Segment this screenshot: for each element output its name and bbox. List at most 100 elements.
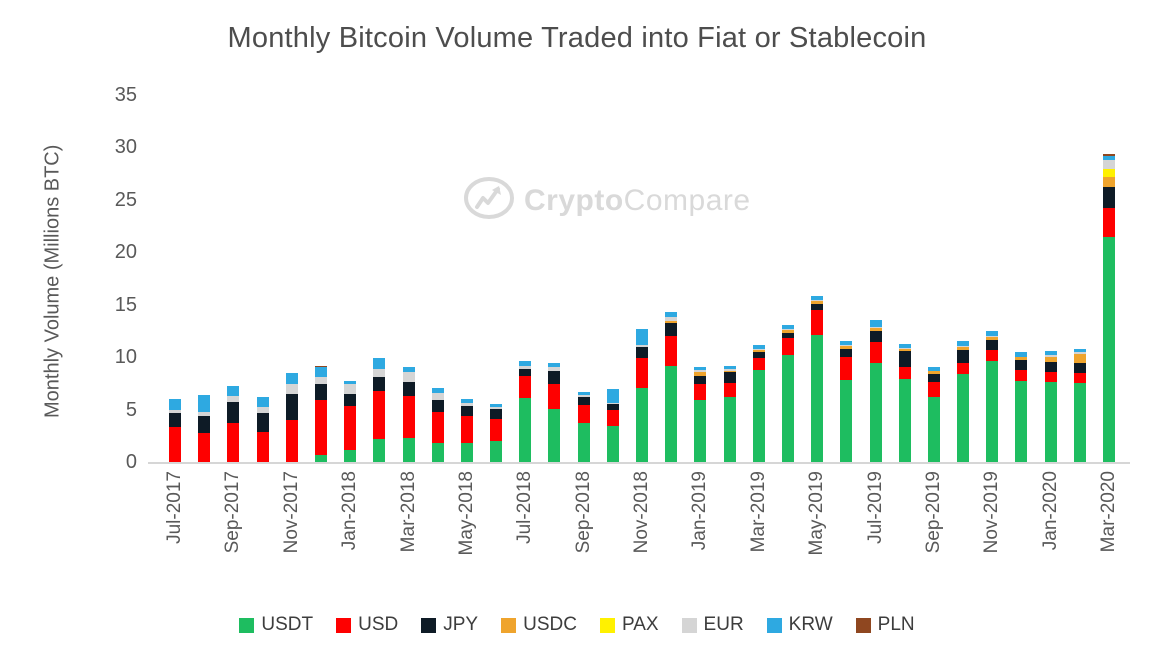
bar-segment-usd <box>577 405 590 424</box>
legend-item-usdt: USDT <box>239 614 313 636</box>
bar-segment-usd <box>314 399 327 456</box>
bar-dec-2018 <box>665 312 678 462</box>
bar-segment-jpy <box>986 339 999 351</box>
bar-segment-usd <box>1015 370 1028 382</box>
bar-segment-usdc <box>665 321 678 324</box>
bar-segment-usd <box>898 366 911 380</box>
bar-dec-2017 <box>314 366 327 462</box>
bar-nov-2017 <box>285 372 298 462</box>
bar-segment-usd <box>1044 372 1057 383</box>
bar-segment-krw <box>781 324 794 329</box>
bar-segment-usdt <box>431 443 444 462</box>
bar-segment-usd <box>752 358 765 370</box>
bar-segment-eur <box>314 377 327 385</box>
bar-segment-krw <box>460 398 473 403</box>
bar-segment-jpy <box>314 384 327 400</box>
bar-segment-eur <box>431 393 444 401</box>
bar-segment-usdt <box>723 397 736 462</box>
bar-segment-eur <box>665 316 678 321</box>
bar-sep-2018 <box>577 392 590 462</box>
bar-segment-krw <box>519 360 532 367</box>
x-tick-label: Jan-2018 <box>339 471 361 551</box>
bar-segment-krw <box>198 394 211 412</box>
legend-item-jpy: JPY <box>421 614 478 636</box>
bar-segment-jpy <box>811 304 824 310</box>
bar-segment-krw <box>1073 348 1086 352</box>
bar-segment-usd <box>927 381 940 397</box>
bar-segment-eur <box>402 372 415 383</box>
bar-segment-usdt <box>811 335 824 462</box>
bar-segment-pln <box>314 366 327 368</box>
bar-oct-2017 <box>256 397 269 462</box>
bar-segment-eur <box>344 384 357 394</box>
bar-segment-usd <box>227 422 240 462</box>
bar-segment-eur <box>169 410 181 414</box>
bar-jul-2018 <box>519 360 532 462</box>
x-tick-label: May-2019 <box>806 471 828 556</box>
bar-segment-jpy <box>460 405 473 416</box>
bar-segment-eur <box>460 402 473 406</box>
legend-item-krw: KRW <box>766 614 833 636</box>
bar-segment-eur <box>1044 354 1057 357</box>
bar-segment-usdc <box>723 370 736 373</box>
bar-mar-2019 <box>752 345 765 462</box>
bar-segment-usdc <box>752 349 765 352</box>
x-tick-label: Sep-2018 <box>572 471 594 554</box>
bar-jul-2017 <box>169 399 181 462</box>
bar-segment-usdc <box>986 336 999 340</box>
bar-segment-usdt <box>986 361 999 462</box>
legend-item-pax: PAX <box>599 614 659 636</box>
bar-segment-usdt <box>898 379 911 462</box>
bar-segment-jpy <box>869 330 882 343</box>
bar-segment-krw <box>811 295 824 301</box>
bar-segment-eur <box>869 326 882 328</box>
bar-segment-krw <box>1015 352 1028 357</box>
bar-segment-usdt <box>636 388 648 462</box>
bar-segment-usd <box>373 390 386 440</box>
bar-segment-usdt <box>752 369 765 462</box>
legend-swatch-icon <box>501 617 517 633</box>
bar-segment-jpy <box>840 349 853 357</box>
bar-may-2018 <box>460 398 473 462</box>
bar-segment-jpy <box>752 351 765 359</box>
legend-item-eur: EUR <box>681 614 744 636</box>
legend-swatch-icon <box>766 617 782 633</box>
watermark-text-bold: Crypto <box>524 183 624 217</box>
bar-segment-usdt <box>519 397 532 462</box>
bar-segment-usd <box>490 418 503 442</box>
legend-swatch-icon <box>336 617 352 633</box>
legend-item-pln: PLN <box>855 614 915 636</box>
bar-segment-usdc <box>694 372 707 376</box>
watermark-text: CryptoCompare <box>524 184 751 218</box>
y-axis-title: Monthly Volume (Millions BTC) <box>41 144 64 418</box>
bar-jan-2018 <box>344 381 357 462</box>
bar-segment-krw <box>986 331 999 336</box>
bar-segment-eur <box>198 411 211 416</box>
bar-segment-krw <box>957 341 970 346</box>
bar-segment-krw <box>548 362 561 368</box>
bar-segment-usdt <box>460 442 473 462</box>
bar-segment-usdc <box>1015 357 1028 361</box>
bar-segment-usdt <box>1015 381 1028 462</box>
bar-segment-usd <box>781 337 794 356</box>
bar-segment-usd <box>256 432 269 462</box>
bar-segment-eur <box>752 348 765 350</box>
bar-segment-usd <box>169 427 181 462</box>
x-tick-label: Nov-2017 <box>280 471 302 554</box>
bar-jun-2018 <box>490 404 503 462</box>
bar-segment-krw <box>869 320 882 327</box>
y-tick-label: 35 <box>114 84 137 106</box>
bar-dec-2019 <box>1015 352 1028 462</box>
bar-segment-usd <box>665 336 678 367</box>
bar-segment-usdc <box>927 371 940 375</box>
bar-segment-jpy <box>169 413 181 428</box>
bar-segment-eur <box>781 328 794 330</box>
bar-segment-jpy <box>606 403 619 410</box>
bar-segment-krw <box>1103 156 1115 160</box>
bar-segment-krw <box>636 328 648 345</box>
plot-area <box>150 95 1128 462</box>
bar-segment-eur <box>1103 159 1115 170</box>
legend-label: PLN <box>877 614 915 635</box>
bar-segment-usdc <box>811 301 824 305</box>
